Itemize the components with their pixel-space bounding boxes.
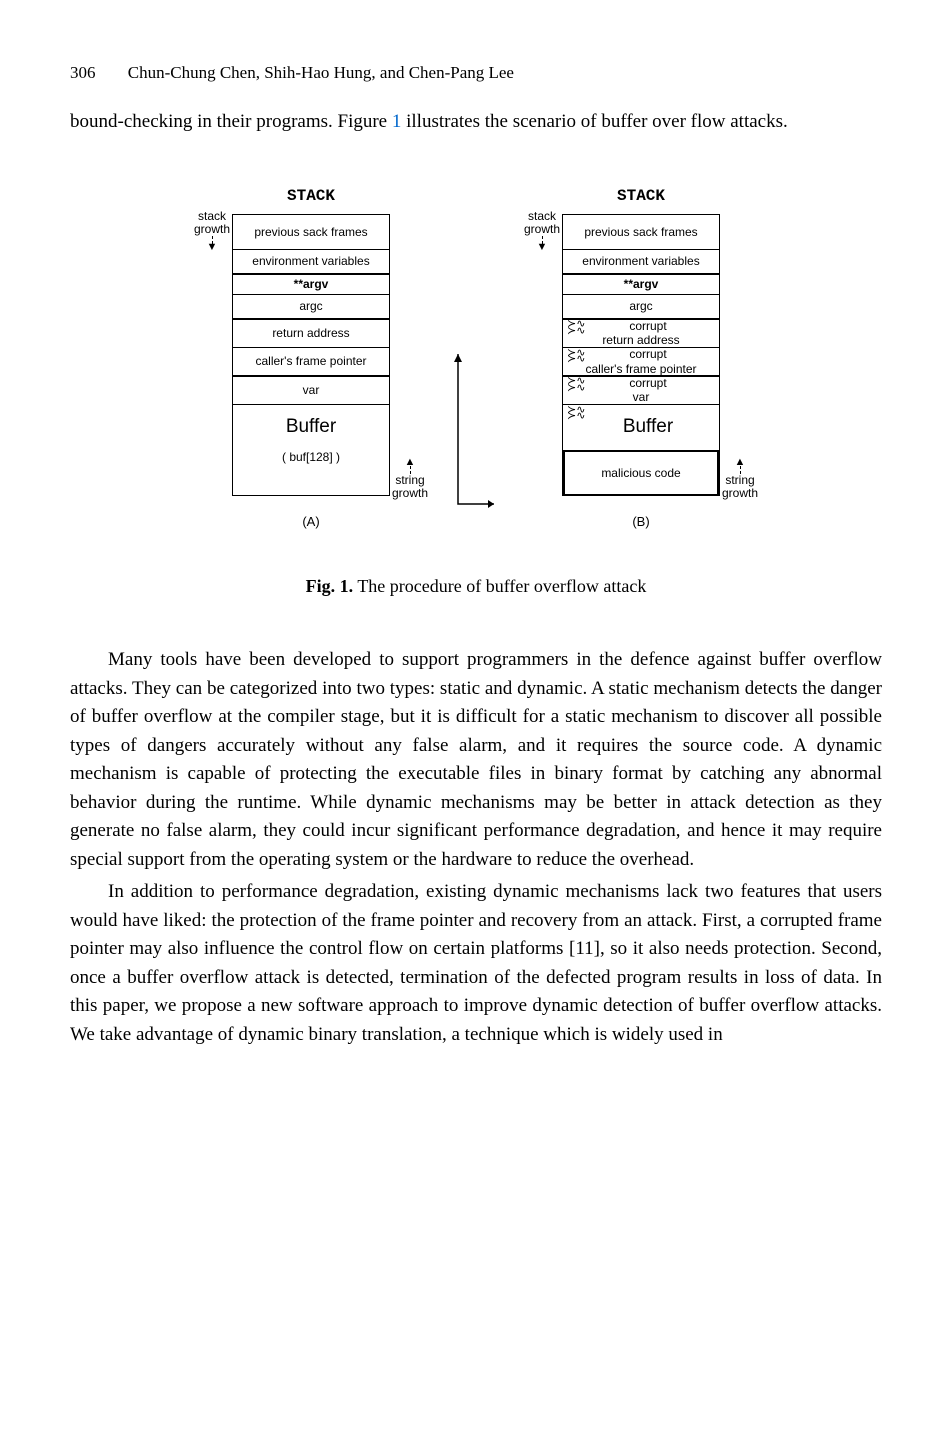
caption-rest: The procedure of buffer overflow attack	[353, 576, 646, 596]
stack-cell: **argv	[562, 273, 720, 295]
cell-text: previous sack frames	[584, 225, 697, 239]
panel-a-letter: (A)	[302, 512, 319, 532]
stack-cell: caller's frame pointer	[232, 347, 390, 377]
stack-title-b: STACK	[617, 184, 665, 208]
stack-cell: return address	[232, 318, 390, 348]
intro-post: illustrates the scenario of buffer over …	[401, 111, 787, 132]
paragraph-3: In addition to performance degradation, …	[70, 878, 882, 1049]
authors: Chun-Chung Chen, Shih-Hao Hung, and Chen…	[128, 63, 514, 82]
cell-text: return address	[272, 326, 349, 340]
stack-cell: argc	[562, 294, 720, 320]
stack-cell: argc	[232, 294, 390, 320]
stack-title-a: STACK	[287, 184, 335, 208]
figure-1: stack growth ▼ STACK previous sack frame…	[70, 184, 882, 600]
intro-paragraph: bound-checking in their programs. Figure…	[70, 108, 882, 137]
stack-cell: ≻∿≻∿ corruptcaller's frame pointer	[562, 347, 720, 377]
scribble-icon: ≻∿≻∿	[567, 378, 585, 391]
cell-text: argc	[299, 299, 322, 313]
cell-text: argc	[629, 299, 652, 313]
arrow-down-icon: ▼	[537, 244, 548, 251]
buffer-cell-b: ≻∿≻∿ Buffer malicious code	[562, 404, 720, 496]
label-growth2: growth	[392, 487, 428, 500]
stack-cell: previous sack frames	[232, 214, 390, 250]
overflow-arrow-col	[450, 184, 502, 531]
label-growth-b: growth	[524, 223, 560, 236]
cell-text: **argv	[294, 277, 329, 291]
panel-a: stack growth ▼ STACK previous sack frame…	[192, 184, 430, 531]
cell-text-top: corrupt	[629, 347, 666, 361]
buffer-cell-a: Buffer ( buf[128] )	[232, 404, 390, 496]
cell-text: var	[303, 383, 320, 397]
stack-b: STACK previous sack frames environment va…	[562, 184, 720, 531]
string-growth-label-b: ▲ string growth	[720, 184, 760, 500]
scribble-icon: ≻∿≻∿	[567, 321, 585, 334]
stack-cell: previous sack frames	[562, 214, 720, 250]
label-string-b: string	[725, 474, 754, 487]
cell-text: previous sack frames	[254, 225, 367, 239]
overflow-arrow-icon	[450, 184, 502, 514]
cell-text: environment variables	[252, 254, 369, 268]
caption-bold: Fig. 1.	[306, 576, 354, 596]
buffer-label-b: Buffer	[623, 416, 673, 439]
cell-text-top: corrupt	[629, 319, 666, 333]
cell-text-bottom: return address	[602, 333, 679, 347]
label-string: string	[395, 474, 424, 487]
scribble-icon: ≻∿≻∿	[567, 407, 585, 420]
stack-cell: ≻∿≻∿ corruptvar	[562, 375, 720, 405]
string-growth-label-a: ▲ string growth	[390, 184, 430, 500]
stack-cell: **argv	[232, 273, 390, 295]
cell-text: caller's frame pointer	[256, 354, 367, 368]
figure-ref-link[interactable]: 1	[392, 111, 402, 132]
stack-cell: var	[232, 375, 390, 405]
stack-cell: ≻∿≻∿ corruptreturn address	[562, 318, 720, 348]
panel-b: stack growth ▼ STACK previous sack frame…	[522, 184, 760, 531]
cell-text-top: corrupt	[629, 376, 666, 390]
stack-growth-label-b: stack growth ▼	[522, 184, 562, 251]
panel-b-letter: (B)	[632, 512, 649, 532]
cell-text: **argv	[624, 277, 659, 291]
stack-growth-label-a: stack growth ▼	[192, 184, 232, 251]
stack-a: STACK previous sack frames environment va…	[232, 184, 390, 531]
page-header: 306 Chun-Chung Chen, Shih-Hao Hung, and …	[70, 60, 882, 86]
cell-text-bottom: var	[633, 390, 650, 404]
cell-text: environment variables	[582, 254, 699, 268]
label-growth2-b: growth	[722, 487, 758, 500]
buffer-sub-a: ( buf[128] )	[282, 450, 340, 464]
arrow-up-icon: ▲	[735, 459, 746, 466]
buffer-label-a: Buffer	[286, 416, 336, 439]
intro-pre: bound-checking in their programs. Figure	[70, 111, 392, 132]
figure-caption: Fig. 1. The procedure of buffer overflow…	[70, 573, 882, 600]
scribble-icon: ≻∿≻∿	[567, 350, 585, 363]
page-number: 306	[70, 60, 96, 86]
arrow-down-icon: ▼	[207, 244, 218, 251]
paragraph-2: Many tools have been developed to suppor…	[70, 646, 882, 874]
label-growth: growth	[194, 223, 230, 236]
buffer-sub-b: malicious code	[601, 466, 680, 480]
arrow-up-icon: ▲	[405, 459, 416, 466]
stack-cell: environment variables	[562, 249, 720, 275]
stack-cell: environment variables	[232, 249, 390, 275]
cell-text-bottom: caller's frame pointer	[586, 362, 697, 376]
